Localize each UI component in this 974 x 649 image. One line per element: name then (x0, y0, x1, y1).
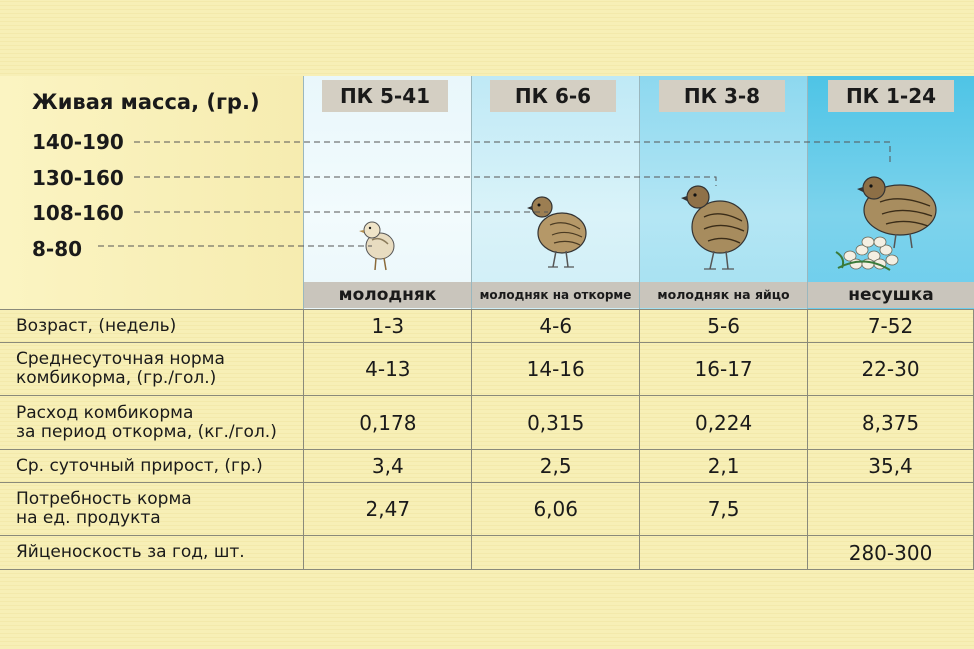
stage-label-3: молодняк на яйцо (640, 282, 807, 308)
row-label-line: Возраст, (недель) (16, 315, 177, 336)
stage-label-4: несушка (808, 282, 974, 308)
row-label: Потребность корма на ед. продукта (0, 482, 304, 536)
feed-label-3: ПК 3-8 (659, 80, 785, 112)
table-cell: 3,4 (303, 449, 472, 483)
table-cell: 0,315 (471, 395, 640, 450)
column-divider (639, 76, 640, 309)
column-divider (471, 76, 472, 309)
table-cell: 1-3 (303, 309, 472, 343)
feed-label-4: ПК 1-24 (828, 80, 954, 112)
table-row: Яйценоскость за год, шт. 280-300 (0, 535, 974, 570)
column-divider (807, 76, 808, 309)
live-weight-title: Живая масса, (гр.) (32, 90, 260, 114)
weight-value-1: 140-190 (32, 130, 124, 154)
row-label-line: Потребность корма (16, 489, 192, 509)
live-weight-panel: Живая масса, (гр.) 140-190 130-160 108-1… (0, 76, 303, 309)
row-label-line: на ед. продукта (16, 508, 161, 528)
table-cell: 22-30 (807, 342, 974, 396)
table-cell: 7,5 (639, 482, 808, 536)
table-cell: 0,178 (303, 395, 472, 450)
row-label: Среднесуточная норма комбикорма, (гр./го… (0, 342, 304, 396)
table-cell: 7-52 (807, 309, 974, 343)
laying-hen-quail-illustration (835, 176, 937, 271)
table-row: Потребность корма на ед. продукта 2,47 6… (0, 482, 974, 536)
table-cell: 280-300 (807, 535, 974, 570)
row-label: Ср. суточный прирост, (гр.) (0, 449, 304, 483)
row-label-line: Ср. суточный прирост, (гр.) (16, 455, 263, 476)
nutrition-table: Возраст, (недель) 1-3 4-6 5-6 7-52 Средн… (0, 309, 974, 570)
table-cell: 2,47 (303, 482, 472, 536)
feed-label-2: ПК 6-6 (490, 80, 616, 112)
table-cell: 2,5 (471, 449, 640, 483)
table-cell (471, 535, 640, 570)
table-cell: 14-16 (471, 342, 640, 396)
table-cell (807, 482, 974, 536)
table-row: Возраст, (недель) 1-3 4-6 5-6 7-52 (0, 309, 974, 343)
stage-label-1: молодняк (304, 282, 471, 308)
column-divider (303, 76, 304, 309)
table-cell: 16-17 (639, 342, 808, 396)
column-bg-fattening (471, 76, 639, 309)
column-bg-young-laying (639, 76, 807, 309)
table-cell: 2,1 (639, 449, 808, 483)
weight-value-2: 130-160 (32, 166, 124, 190)
weight-value-4: 8-80 (32, 237, 83, 261)
table-row: Расход комбикорма за период откорма, (кг… (0, 395, 974, 450)
column-bg-chick (303, 76, 471, 309)
weight-value-3: 108-160 (32, 201, 124, 225)
fattening-quail-illustration (527, 196, 587, 268)
row-label: Яйценоскость за год, шт. (0, 535, 304, 570)
row-label-line: комбикорма, (гр./гол.) (16, 368, 217, 388)
young-laying-quail-illustration (681, 185, 749, 270)
row-label-line: Расход комбикорма (16, 402, 194, 423)
table-cell: 5-6 (639, 309, 808, 343)
row-label-line: Яйценоскость за год, шт. (16, 542, 245, 562)
feed-label-1: ПК 5-41 (322, 80, 448, 112)
row-label: Расход комбикорма за период откорма, (кг… (0, 395, 304, 450)
table-cell (303, 535, 472, 570)
stage-label-2: молодняк на откорме (472, 282, 639, 308)
table-cell: 35,4 (807, 449, 974, 483)
table-row: Ср. суточный прирост, (гр.) 3,4 2,5 2,1 … (0, 449, 974, 483)
table-row: Среднесуточная норма комбикорма, (гр./го… (0, 342, 974, 396)
chick-illustration (359, 221, 395, 271)
table-cell (639, 535, 808, 570)
row-label: Возраст, (недель) (0, 309, 304, 343)
row-label-line: Среднесуточная норма (16, 349, 225, 369)
header-area: Живая масса, (гр.) 140-190 130-160 108-1… (0, 76, 974, 309)
row-label-line: за период откорма, (кг./гол.) (16, 421, 277, 442)
table-cell: 6,06 (471, 482, 640, 536)
table-cell: 0,224 (639, 395, 808, 450)
table-cell: 4-13 (303, 342, 472, 396)
table-cell: 4-6 (471, 309, 640, 343)
table-cell: 8,375 (807, 395, 974, 450)
eggs-cluster (843, 236, 899, 270)
